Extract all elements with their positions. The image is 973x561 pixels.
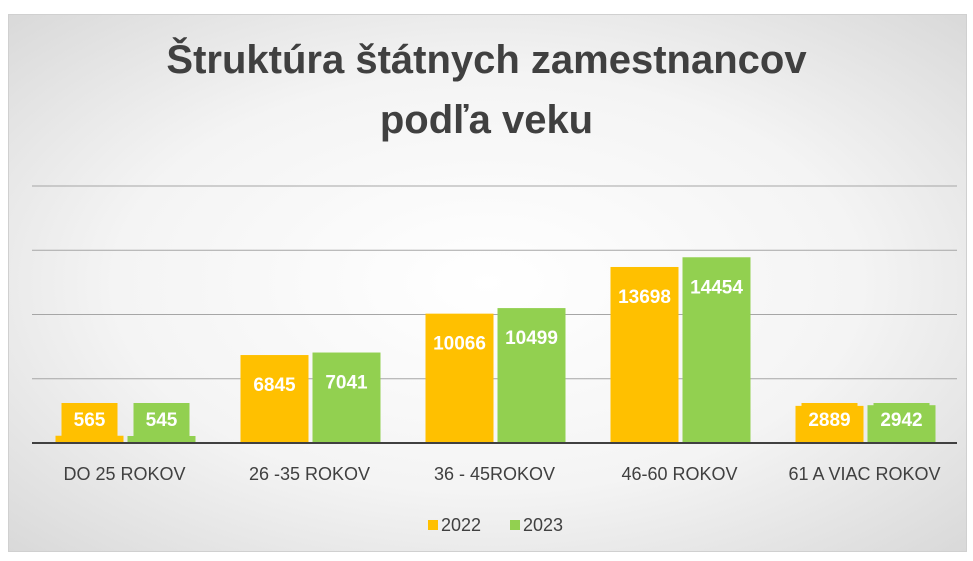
data-label-box bbox=[61, 403, 118, 437]
data-label-box bbox=[318, 365, 375, 400]
data-label: 10499 bbox=[505, 328, 558, 349]
data-label-box bbox=[873, 403, 930, 437]
data-label: 10066 bbox=[433, 334, 486, 355]
data-label-box bbox=[503, 321, 560, 356]
data-label-box bbox=[431, 326, 488, 361]
x-tick-label: 26 -35 ROKOV bbox=[249, 464, 370, 484]
data-label: 7041 bbox=[325, 373, 368, 394]
legend-label: 2023 bbox=[523, 515, 563, 535]
bar bbox=[127, 435, 196, 443]
x-tick-label: 61 A VIAC ROKOV bbox=[788, 464, 940, 484]
data-label: 14454 bbox=[690, 277, 743, 298]
bar bbox=[55, 435, 124, 443]
chart-title: Štruktúra štátnych zamestnancov podľa ve… bbox=[166, 38, 807, 142]
legend-swatch bbox=[428, 520, 438, 530]
x-tick-label: DO 25 ROKOV bbox=[63, 464, 185, 484]
x-tick-label: 36 - 45ROKOV bbox=[434, 464, 555, 484]
data-label-box bbox=[616, 279, 673, 314]
data-label: 2889 bbox=[808, 410, 850, 431]
x-tick-label: 46-60 ROKOV bbox=[621, 464, 737, 484]
data-label: 2942 bbox=[880, 410, 922, 431]
data-label: 545 bbox=[146, 410, 178, 431]
data-label-box bbox=[133, 403, 190, 437]
legend-label: 2022 bbox=[441, 515, 481, 535]
data-label-box bbox=[246, 368, 303, 403]
data-label-box bbox=[688, 270, 745, 305]
data-label: 565 bbox=[74, 410, 106, 431]
data-label: 6845 bbox=[253, 375, 296, 396]
chart-frame bbox=[8, 14, 967, 552]
data-label-box bbox=[801, 403, 858, 437]
legend-swatch bbox=[510, 520, 520, 530]
data-label: 13698 bbox=[618, 287, 671, 308]
